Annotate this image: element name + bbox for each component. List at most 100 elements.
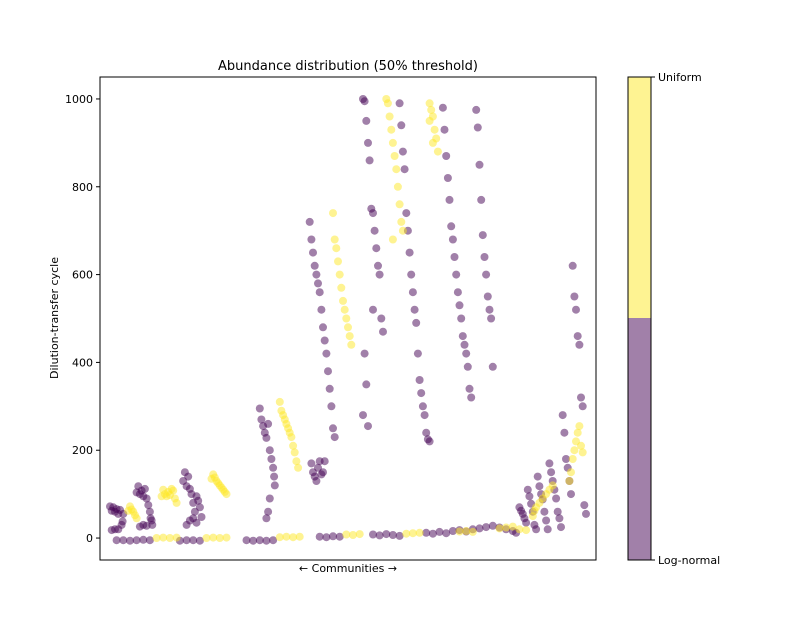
data-point-log-normal <box>360 97 369 106</box>
data-point-log-normal <box>435 527 444 536</box>
data-point-log-normal <box>112 536 121 545</box>
data-point-uniform <box>383 99 392 108</box>
data-point-log-normal <box>317 305 326 314</box>
data-point-log-normal <box>577 393 585 402</box>
data-point-log-normal <box>557 523 565 532</box>
data-point-log-normal <box>540 507 549 516</box>
data-point-log-normal <box>359 411 367 420</box>
data-point-uniform <box>385 112 394 121</box>
data-point-log-normal <box>307 235 316 244</box>
data-point-uniform <box>124 506 133 515</box>
data-point-log-normal <box>314 279 322 288</box>
data-point-log-normal <box>522 518 531 527</box>
data-point-log-normal <box>488 362 497 371</box>
data-point-log-normal <box>377 314 386 323</box>
data-point-log-normal <box>480 253 489 261</box>
data-point-uniform <box>577 441 585 450</box>
data-point-uniform <box>337 283 346 292</box>
data-point-log-normal <box>372 244 381 253</box>
data-point-log-normal <box>475 160 484 169</box>
data-point-log-normal <box>360 349 369 358</box>
data-point-log-normal <box>447 222 456 231</box>
data-point-uniform <box>387 125 396 134</box>
data-point-log-normal <box>458 332 467 341</box>
data-point-uniform <box>573 428 582 437</box>
data-point-uniform <box>335 270 344 279</box>
data-point-uniform <box>402 529 411 538</box>
data-point-log-normal <box>428 529 437 538</box>
data-point-log-normal <box>312 270 321 279</box>
data-point-log-normal <box>570 292 579 301</box>
chart-title: Abundance distribution (50% threshold) <box>218 59 478 74</box>
colorbar-log-normal-segment <box>628 318 651 560</box>
data-point-uniform <box>502 523 511 532</box>
data-point-log-normal <box>255 404 264 413</box>
data-point-uniform <box>578 448 587 457</box>
data-point-log-normal <box>375 270 384 279</box>
data-point-log-normal <box>425 437 434 446</box>
data-point-uniform <box>430 125 439 134</box>
data-point-log-normal <box>305 217 314 226</box>
data-point-uniform <box>290 448 299 457</box>
data-point-log-normal <box>417 389 426 398</box>
data-point-log-normal <box>319 468 327 477</box>
data-point-log-normal <box>532 525 541 534</box>
data-point-log-normal <box>462 349 471 358</box>
y-tick-label: 1000 <box>65 93 93 106</box>
data-point-uniform <box>344 323 352 332</box>
data-point-log-normal <box>145 507 154 516</box>
data-point-log-normal <box>142 521 151 530</box>
data-point-uniform <box>428 138 437 147</box>
data-point-log-normal <box>369 530 377 539</box>
data-point-log-normal <box>119 536 128 545</box>
data-point-uniform <box>202 534 211 542</box>
data-point-log-normal <box>453 288 462 297</box>
data-point-uniform <box>427 105 436 114</box>
data-point-log-normal <box>139 535 148 544</box>
data-point-log-normal <box>320 336 329 345</box>
data-point-log-normal <box>267 455 276 463</box>
data-point-uniform <box>294 463 303 472</box>
y-tick-label: 0 <box>86 532 93 545</box>
data-point-log-normal <box>315 288 324 297</box>
data-point-log-normal <box>382 530 391 539</box>
data-point-uniform <box>159 533 168 542</box>
data-point-uniform <box>275 533 284 542</box>
data-point-log-normal <box>488 521 497 530</box>
data-point-log-normal <box>324 367 332 376</box>
data-point-log-normal <box>407 270 416 279</box>
data-point-log-normal <box>408 288 417 297</box>
y-axis-label: Dilution-transfer cycle <box>48 257 61 379</box>
data-point-uniform <box>289 441 298 450</box>
data-point-log-normal <box>465 384 474 393</box>
data-point-uniform <box>347 340 356 349</box>
data-point-uniform <box>515 525 524 534</box>
data-point-log-normal <box>255 536 264 545</box>
data-point-uniform <box>548 481 557 490</box>
data-point-uniform <box>568 455 577 463</box>
y-axis-ticks: 0 200 400 600 800 1000 <box>65 93 100 545</box>
data-point-log-normal <box>329 532 337 541</box>
data-point-log-normal <box>269 536 278 545</box>
data-point-log-normal <box>422 528 431 537</box>
data-point-uniform <box>209 533 218 542</box>
data-point-log-normal <box>264 507 273 516</box>
data-point-uniform <box>329 209 337 218</box>
data-point-log-normal <box>375 531 384 540</box>
data-point-uniform <box>330 235 339 244</box>
data-point-uniform <box>355 530 364 539</box>
data-point-log-normal <box>580 501 589 510</box>
data-point-log-normal <box>552 494 561 503</box>
data-point-uniform <box>567 468 575 477</box>
data-point-log-normal <box>475 524 484 533</box>
y-tick-label: 400 <box>72 356 93 369</box>
data-point-log-normal <box>463 362 472 371</box>
data-point-uniform <box>152 534 161 542</box>
data-point-uniform <box>339 296 347 305</box>
data-point-log-normal <box>327 402 336 411</box>
data-point-uniform <box>222 490 231 499</box>
data-point-uniform <box>395 200 404 209</box>
data-point-log-normal <box>418 402 427 411</box>
data-point-uniform <box>433 147 442 156</box>
